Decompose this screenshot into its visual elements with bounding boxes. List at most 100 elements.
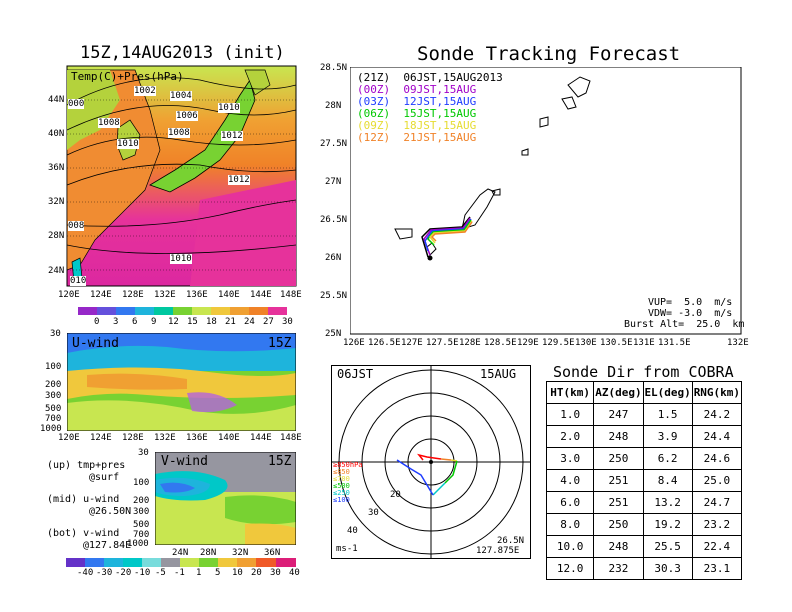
temp-colorbar-tick: 30 [282, 317, 293, 327]
height-legend-entry: ≥850hPa [333, 461, 363, 469]
table-row: 4.0 251 8.4 25.0 [545, 469, 743, 492]
table-cell: 19.2 [642, 513, 693, 536]
wind-colorbar-tick: 10 [232, 568, 243, 578]
legend-entry: (03Z) 12JST,15AUG [357, 95, 477, 108]
table-cell: 247 [593, 403, 644, 426]
table-cell: 10.0 [545, 535, 595, 558]
note-line: (bot) v-wind [47, 528, 120, 539]
uwind-p-tick: 700 [45, 414, 62, 424]
wind-colorbar [66, 558, 296, 567]
table-cell: 30.3 [642, 557, 693, 580]
table-cell: 12.0 [545, 557, 595, 580]
height-legend-entry: ≤850 [333, 468, 350, 476]
uwind-lon-tick: 144E [250, 433, 272, 443]
tracking-lon-tick: 130E [575, 338, 597, 348]
tracking-lat-tick: 26.5N [320, 215, 348, 225]
table-cell: 8.4 [642, 469, 693, 492]
polar-range-label: 40 [347, 526, 358, 536]
temp-colorbar-tick: 0 [94, 317, 100, 327]
vwind-p-tick: 200 [133, 496, 150, 506]
polar-date: 15AUG [480, 367, 517, 381]
map-lat-tick: 24N [48, 266, 65, 276]
vup-param: VUP= 5.0 m/s [648, 297, 733, 308]
col-header: EL(deg) [642, 381, 693, 404]
col-header: AZ(deg) [593, 381, 644, 404]
table-row: 3.0 250 6.2 24.6 [545, 447, 743, 470]
uwind-p-tick: 200 [45, 380, 62, 390]
wind-colorbar-tick: 40 [289, 568, 300, 578]
table-cell: 250 [593, 513, 644, 536]
table-cell: 6.2 [642, 447, 693, 470]
table-cell: 251 [593, 491, 644, 514]
vwind-time: 15Z [268, 454, 292, 469]
vwind-p-tick: 300 [133, 507, 150, 517]
vwind-p-tick: 30 [138, 448, 149, 458]
wind-colorbar-tick: -40 [77, 568, 94, 578]
tracking-lat-tick: 28N [325, 101, 342, 111]
temp-colorbar-tick: 9 [151, 317, 157, 327]
wind-colorbar-tick: -20 [115, 568, 132, 578]
tracking-lon-tick: 130.5E [600, 338, 633, 348]
temp-colorbar-tick: 18 [206, 317, 217, 327]
col-header: RNG(km) [691, 381, 743, 404]
height-legend-entry: ≤700 [333, 475, 350, 483]
panel-notes: (up) tmp+pres @surf (mid) u-wind @26.50N… [47, 460, 131, 552]
map-lat-tick: 36N [48, 163, 65, 173]
map-lon-tick: 144E [250, 290, 272, 300]
uwind-label: U-wind [72, 336, 119, 351]
uwind-p-tick: 500 [45, 404, 62, 414]
uwind-lon-tick: 132E [154, 433, 176, 443]
table-cell: 24.6 [691, 447, 743, 470]
map-label: Temp(C)+Pres(hPa) [71, 70, 184, 83]
isobar-label: 008 [68, 221, 85, 231]
table-row: 8.0 250 19.2 23.2 [545, 513, 743, 536]
legend-entry: (09Z) 18JST,15AUG [357, 119, 477, 132]
isobar-label: 000 [68, 99, 85, 109]
uwind-lon-tick: 120E [58, 433, 80, 443]
legend-entry: (12Z) 21JST,15AUG [357, 131, 477, 144]
map-lon-tick: 124E [90, 290, 112, 300]
tracking-lon-tick: 131E [633, 338, 655, 348]
tracking-lat-tick: 27.5N [320, 139, 348, 149]
table-cell: 23.1 [691, 557, 743, 580]
isobar-label: 1012 [221, 131, 243, 141]
table-cell: 23.2 [691, 513, 743, 536]
tracking-lon-tick: 128E [459, 338, 481, 348]
uwind-p-tick: 300 [45, 391, 62, 401]
table-cell: 25.5 [642, 535, 693, 558]
uwind-lon-tick: 136E [186, 433, 208, 443]
table-cell: 25.0 [691, 469, 743, 492]
table-cell: 4.0 [545, 469, 595, 492]
note-line: @26.50N [89, 506, 132, 517]
map-lon-tick: 136E [186, 290, 208, 300]
table-cell: 1.5 [642, 403, 693, 426]
table-cell: 248 [593, 535, 644, 558]
temp-colorbar-tick: 12 [168, 317, 179, 327]
tracking-lon-tick: 131.5E [658, 338, 691, 348]
vwind-lat-tick: 32N [232, 548, 249, 558]
wind-colorbar-tick: -1 [174, 568, 185, 578]
table-row: 12.0 232 30.3 23.1 [545, 557, 743, 580]
temp-colorbar-tick: 6 [132, 317, 138, 327]
tracking-lat-tick: 27N [325, 177, 342, 187]
vwind-label: V-wind [161, 454, 208, 469]
uwind-p-tick: 100 [45, 362, 62, 372]
tracking-lat-tick: 28.5N [320, 63, 348, 73]
table-cell: 1.0 [545, 403, 595, 426]
uwind-p-tick: 1000 [40, 424, 62, 434]
tracking-map [350, 67, 742, 335]
map-lat-tick: 40N [48, 129, 65, 139]
vwind-p-tick: 500 [133, 520, 150, 530]
isobar-label: 1006 [176, 111, 198, 121]
uwind-lon-tick: 128E [122, 433, 144, 443]
uwind-section [67, 333, 296, 431]
tracking-lon-tick: 129.5E [542, 338, 575, 348]
tracking-lon-tick: 127.5E [426, 338, 459, 348]
height-legend-entry: ≤500 [333, 482, 350, 490]
note-line: @surf [89, 472, 120, 483]
map-lat-tick: 28N [48, 231, 65, 241]
isobar-label: 010 [70, 276, 87, 286]
map-title: 15Z,14AUG2013 (init) [80, 43, 285, 63]
wind-colorbar-tick: -5 [155, 568, 166, 578]
